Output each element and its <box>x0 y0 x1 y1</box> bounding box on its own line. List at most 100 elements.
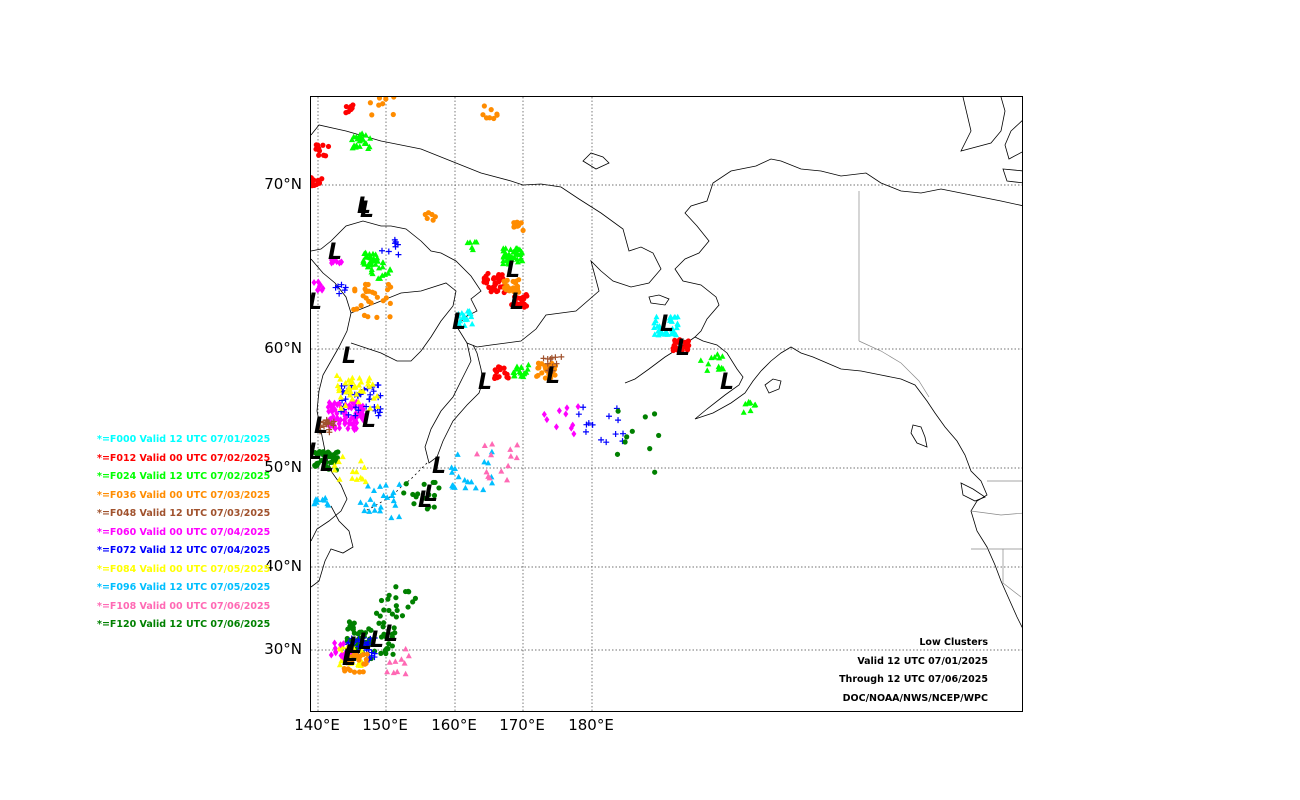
cluster-marker <box>360 669 366 675</box>
cluster-marker <box>371 256 378 263</box>
cluster-marker <box>548 354 555 361</box>
cluster-marker <box>376 102 382 108</box>
cluster-marker <box>356 669 363 675</box>
cluster-marker <box>742 400 749 407</box>
legend-item-f084: *=F084 Valid 00 UTC 07/05/2025 <box>97 563 271 575</box>
cluster-marker <box>353 476 360 482</box>
cluster-marker <box>365 646 372 653</box>
cluster-marker <box>378 650 384 656</box>
cluster-marker <box>323 459 329 466</box>
cluster-marker <box>421 495 427 501</box>
low-center-symbol: L <box>660 312 674 337</box>
cluster-marker <box>402 645 409 652</box>
cluster-marker <box>502 250 509 256</box>
lon-label-160e: 160°E <box>431 716 477 734</box>
cluster-marker <box>369 381 376 387</box>
cluster-marker <box>352 288 358 294</box>
cluster-marker <box>362 253 369 259</box>
cluster-marker <box>384 494 391 500</box>
cluster-marker <box>357 457 364 464</box>
cluster-marker <box>351 638 358 645</box>
cluster-marker <box>364 483 371 489</box>
cluster-marker <box>328 256 334 264</box>
cluster-marker <box>370 388 377 395</box>
cluster-marker <box>624 434 630 440</box>
cluster-marker <box>345 424 351 432</box>
low-center-symbol: L <box>452 310 466 335</box>
cluster-marker <box>357 387 364 394</box>
cluster-marker <box>405 604 411 610</box>
low-center-symbol: L <box>344 642 358 667</box>
cluster-marker <box>393 603 399 609</box>
low-center-symbol: L <box>424 482 438 507</box>
cluster-marker <box>492 287 498 293</box>
cluster-marker <box>401 660 408 666</box>
cluster-marker <box>393 584 399 590</box>
cluster-marker <box>335 458 342 465</box>
cluster-marker <box>349 468 356 475</box>
cluster-marker <box>464 316 471 322</box>
cluster-marker <box>320 152 327 158</box>
cluster-marker <box>341 665 347 672</box>
low-center-symbol: L <box>342 646 356 671</box>
cluster-marker <box>352 412 359 419</box>
cluster-marker <box>678 348 684 354</box>
cluster-marker <box>319 496 326 503</box>
cluster-marker <box>351 669 358 675</box>
coastlines <box>311 97 1022 628</box>
cluster-marker <box>321 450 327 456</box>
cluster-marker <box>362 661 368 667</box>
cluster-marker <box>517 255 524 262</box>
cluster-marker <box>506 288 512 294</box>
cluster-marker <box>480 112 486 118</box>
cluster-marker <box>345 109 352 115</box>
cluster-marker <box>432 479 438 486</box>
cluster-marker <box>362 140 369 146</box>
cluster-marker <box>323 416 330 423</box>
cluster-marker <box>668 318 675 324</box>
cluster-marker <box>467 239 474 245</box>
cluster-marker <box>399 613 406 619</box>
cluster-marker <box>326 429 333 436</box>
cluster-marker <box>354 135 361 142</box>
lat-label-60: 60°N <box>264 339 302 357</box>
low-center-symbol: L <box>418 488 432 513</box>
cluster-marker <box>368 649 375 656</box>
cluster-marker <box>481 442 488 448</box>
map-frame: LLLLLLLLLLLLLLLLLLLLLLLLLL <box>310 96 1023 712</box>
legend-item-f108: *=F108 Valid 00 UTC 07/06/2025 <box>97 600 271 612</box>
cluster-marker <box>516 289 522 295</box>
cluster-marker <box>684 346 691 352</box>
cluster-marker <box>558 353 565 360</box>
cluster-marker <box>450 483 457 490</box>
cluster-marker <box>504 476 511 483</box>
cluster-marker <box>387 314 393 320</box>
cluster-marker <box>371 635 378 642</box>
cluster-marker <box>405 652 412 659</box>
cluster-marker <box>342 379 349 386</box>
cluster-marker <box>544 416 550 424</box>
cluster-marker <box>513 454 520 461</box>
legend-item-f024: *=F024 Valid 12 UTC 07/02/2025 <box>97 471 271 482</box>
cluster-marker <box>391 236 398 243</box>
cluster-marker <box>376 264 383 271</box>
cluster-marker <box>368 627 374 633</box>
cluster-marker <box>342 396 349 403</box>
cluster-marker <box>396 481 403 487</box>
cluster-marker <box>359 130 366 136</box>
cluster-marker <box>358 639 365 646</box>
cluster-marker <box>345 411 352 418</box>
cluster-marker <box>314 462 320 468</box>
cluster-marker <box>346 619 353 625</box>
cluster-marker <box>383 97 389 102</box>
info-through-time: Through 12 UTC 07/06/2025 <box>839 674 988 685</box>
cluster-marker <box>374 403 381 409</box>
cluster-marker <box>552 372 558 378</box>
cluster-marker <box>415 491 421 497</box>
cluster-marker <box>376 620 382 626</box>
cluster-marker <box>448 464 455 470</box>
cluster-marker <box>336 476 343 482</box>
cluster-marker <box>464 308 471 314</box>
cluster-marker <box>369 270 376 277</box>
cluster-marker <box>583 421 590 428</box>
